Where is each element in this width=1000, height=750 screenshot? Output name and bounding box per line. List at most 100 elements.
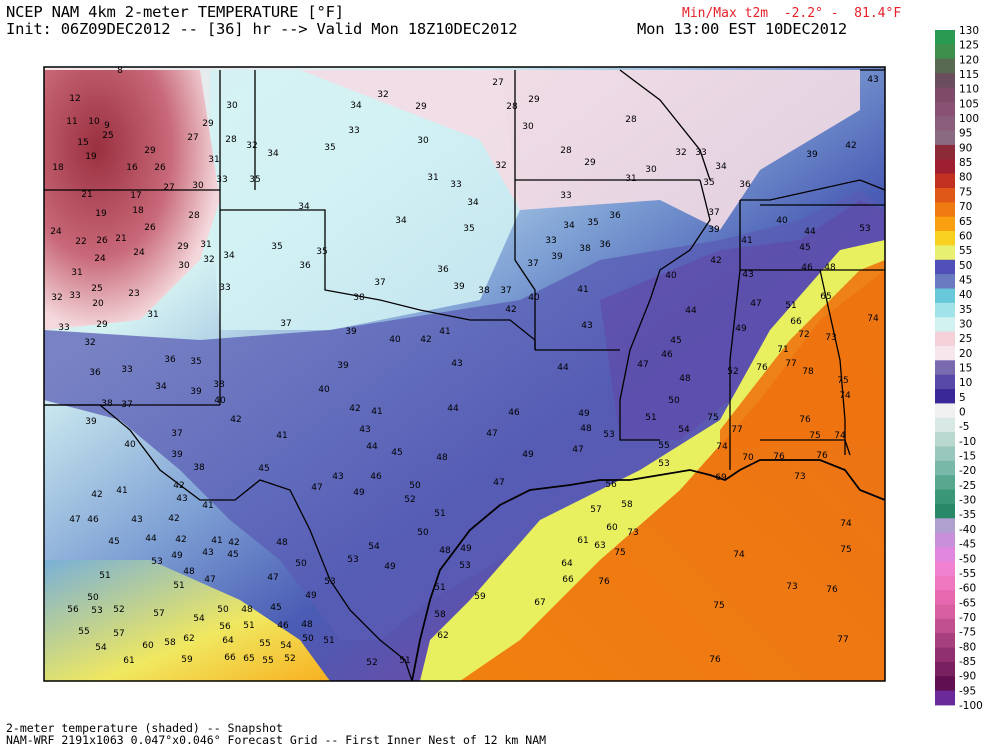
temperature-label: 50 [87,593,99,603]
temperature-label: 53 [151,557,162,567]
temperature-label: 73 [627,528,638,538]
temperature-label: 48 [824,263,836,273]
colorbar-swatch [935,661,955,677]
colorbar-swatch [935,245,955,261]
temperature-label: 56 [605,480,617,490]
temperature-label: 41 [116,486,127,496]
temperature-label: 41 [211,536,222,546]
state-borders [44,69,886,682]
temperature-label: 44 [366,442,378,452]
temperature-label: 49 [171,551,183,561]
colorbar-tick-label: -95 [959,685,976,697]
colorbar-swatch [935,417,955,433]
temperature-label: 75 [713,601,724,611]
temperature-label: 40 [124,440,136,450]
temperature-label: 35 [316,247,327,257]
temperature-label: 50 [409,481,421,491]
temperature-label: 27 [187,133,198,143]
temperature-label: 75 [837,376,848,386]
temperature-label: 29 [202,119,214,129]
temperature-label: 46 [370,472,382,482]
temperature-label: 61 [123,656,134,666]
colorbar-tick-label: -35 [959,509,976,521]
temperature-label: 47 [204,575,215,585]
temperature-label: 26 [96,236,108,246]
colorbar-swatch [935,503,955,519]
temperature-label: 33 [219,283,230,293]
temperature-label: 41 [276,431,287,441]
temperature-label: 29 [177,242,189,252]
temperature-label: 65 [243,654,254,664]
temperature-label: 44 [447,404,459,414]
temperature-label: 24 [94,254,106,264]
temperature-label: 57 [590,505,601,515]
temperature-label: 60 [606,523,618,533]
temperature-label: 42 [349,404,360,414]
temperature-label: 42 [175,535,186,545]
temperature-label: 47 [572,445,583,455]
temperature-label: 55 [78,627,89,637]
colorbar-tick-label: -45 [959,539,976,551]
temperature-label: 56 [219,622,231,632]
temperature-label: 29 [528,95,540,105]
temperature-label: 41 [439,327,450,337]
colorbar-tick-label: 90 [959,142,972,154]
temperature-label: 25 [102,131,113,141]
temperature-label: 40 [214,396,226,406]
colorbar-tick-label: 130 [959,25,979,37]
temperature-label: 28 [625,115,637,125]
temperature-label: 21 [115,234,126,244]
temperature-label: 43 [451,359,462,369]
temperature-label: 62 [183,634,194,644]
temperature-label: 50 [668,396,680,406]
temperature-label: 34 [467,198,479,208]
temperature-label: 54 [280,641,292,651]
temperature-label: 23 [128,289,139,299]
temperature-label: 69 [715,473,727,483]
colorbar-tick-label: 40 [959,289,972,301]
colorbar-tick-label: 110 [959,84,979,96]
colorbar-tick-label: 120 [959,54,979,66]
colorbar-tick-label: -90 [959,671,976,683]
temperature-label: 39 [551,252,563,262]
colorbar-tick-label: -65 [959,597,976,609]
temperature-label: 17 [130,191,141,201]
colorbar-swatch [935,159,955,175]
temperature-label: 42 [173,481,184,491]
temperature-label: 27 [492,78,503,88]
temperature-label: 76 [816,451,828,461]
temperature-label: 37 [708,208,719,218]
temperature-label: 47 [637,360,648,370]
colorbar-tick-label: -70 [959,612,976,624]
temperature-label: 39 [85,417,97,427]
temperature-label: 64 [222,636,234,646]
colorbar-tick-label: -10 [959,436,976,448]
temperature-label: 35 [249,175,260,185]
temperature-label: 41 [202,501,213,511]
temperature-label: 51 [434,583,445,593]
temperature-label: 30 [226,101,238,111]
temperature-label: 33 [560,191,571,201]
temperature-label: 48 [436,453,448,463]
temperature-label: 38 [478,286,490,296]
colorbar-swatch [935,374,955,390]
temperature-label: 49 [522,450,534,460]
colorbar-tick-label: -55 [959,568,976,580]
temperature-field [44,67,885,681]
temperature-label: 34 [395,216,407,226]
colorbar-tick-label: 55 [959,245,972,257]
colorbar-swatch [935,360,955,376]
temperature-label: 54 [95,643,107,653]
colorbar-tick-label: 5 [959,392,966,404]
temperature-label: 54 [368,542,380,552]
colorbar-swatch [935,575,955,591]
temperature-label: 36 [299,261,311,271]
temperature-label: 47 [311,483,322,493]
temperature-label: 29 [415,102,427,112]
colorbar-swatch [935,590,955,605]
temperature-label: 10 [88,117,100,127]
temperature-label: 42 [230,415,241,425]
temperature-label: 34 [223,251,235,261]
temperature-label: 59 [181,655,193,665]
map-frame [43,66,886,682]
